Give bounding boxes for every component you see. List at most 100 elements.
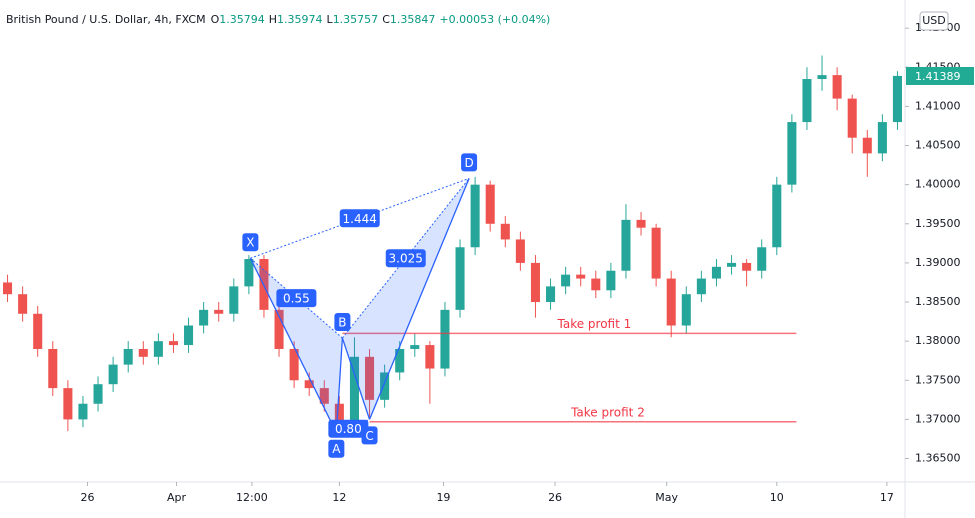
ratio-box [328, 419, 369, 438]
ohlc-key: C [382, 13, 390, 26]
candle-body [138, 348, 148, 357]
x-tick-label: 12:00 [236, 491, 268, 504]
candle-body [757, 247, 767, 271]
candle-body [63, 388, 73, 420]
candle-body [108, 364, 118, 385]
candle-body [892, 75, 902, 123]
candle-body [817, 75, 827, 80]
candle-body [244, 258, 254, 287]
pattern-leg [335, 337, 344, 433]
symbol-title: British Pound / U.S. Dollar, 4h, FXCM [6, 13, 206, 26]
overlay: 0.55 0.80 3.025 1.444 X A B C D British Pound / U… [6, 13, 550, 458]
candle-body [274, 309, 284, 349]
candle-body [319, 388, 329, 404]
ohlc-value: 1.35794 [219, 13, 265, 26]
candle-body [455, 247, 465, 310]
candle-body [48, 348, 58, 389]
candle-body [334, 403, 344, 428]
x-tick-label: 26 [80, 491, 94, 504]
candle-body [832, 75, 842, 99]
candle-body [184, 325, 194, 346]
candle-body [229, 286, 239, 314]
candle-body [365, 356, 375, 400]
point-box [461, 153, 478, 172]
point-label: D [464, 156, 473, 170]
y-tick-label: 1.37000 [915, 412, 961, 425]
candle-body [485, 184, 495, 224]
x-tick-label: 17 [880, 491, 894, 504]
y-tick-label: 1.39000 [915, 256, 961, 269]
candle-body [500, 223, 510, 240]
candle-body [78, 403, 88, 420]
candle-body [33, 313, 43, 349]
plot-area: Take profit 1 Take profit 2 [3, 55, 902, 436]
candle-body [742, 262, 752, 271]
candle-body [787, 122, 797, 185]
candle-body [440, 309, 450, 369]
y-tick-label: 1.40000 [915, 178, 961, 191]
ratio-label: 3.025 [389, 252, 423, 266]
ratio-label: 0.80 [335, 422, 362, 436]
pattern-leg [249, 257, 337, 433]
candle-body [636, 219, 646, 228]
candle-body [621, 219, 631, 271]
candle-body [711, 266, 721, 279]
ohlc-value: 1.35974 [277, 13, 323, 26]
point-box [242, 233, 259, 252]
last-price-box [906, 66, 974, 85]
candle-body [18, 294, 28, 314]
y-tick-label: 1.38500 [915, 295, 961, 308]
point-box [328, 439, 345, 458]
candle-body [862, 137, 872, 154]
ratio-box [339, 209, 380, 228]
y-tick-label: 1.41000 [915, 99, 961, 112]
candle-body [199, 309, 209, 326]
candle-body [877, 122, 887, 154]
candle-body [123, 348, 133, 365]
candle-body [3, 282, 13, 295]
point-box [334, 313, 351, 332]
candle-body [425, 345, 435, 369]
candle-body [576, 274, 586, 279]
candle-body [153, 341, 163, 357]
candle-body [168, 341, 178, 346]
pattern-fill [342, 178, 470, 420]
x-tick-label: 19 [436, 491, 450, 504]
candle-body [380, 372, 390, 400]
y-tick-label: 1.40500 [915, 139, 961, 152]
x-tick-label: 12 [332, 491, 346, 504]
currency: USD [922, 14, 946, 27]
pattern-leg [368, 178, 470, 420]
ohlc-key: H [269, 13, 277, 26]
take-profit-label: Take profit 2 [570, 405, 645, 419]
y-tick-label: 1.36500 [915, 452, 961, 465]
candle-body [349, 356, 359, 428]
candle-body [591, 278, 601, 291]
last-price: 1.41389 [915, 70, 961, 83]
candle-body [93, 384, 103, 404]
point-label: B [338, 316, 346, 330]
point-label: X [246, 236, 254, 250]
currency-box [919, 11, 949, 31]
candle-body [515, 239, 525, 263]
pattern-fill [250, 258, 343, 433]
point-label: C [365, 429, 373, 443]
candle-body [410, 345, 420, 349]
header: British Pound / U.S. Dollar, 4h, FXCM O1.… [6, 13, 550, 26]
candle-body [530, 262, 540, 303]
axes: 1.36500 1.37000 1.37500 1.38000 1.38500 1.390… [80, 11, 974, 504]
point-box [361, 426, 378, 445]
take-profit-label: Take profit 1 [557, 317, 632, 331]
ratio-label: 1.444 [343, 212, 377, 226]
candle-body [470, 184, 480, 248]
y-tick-label: 1.38000 [915, 334, 961, 347]
candle-body [772, 184, 782, 248]
candle-body [696, 278, 706, 295]
ohlc-key: O [211, 13, 220, 26]
ohlc-value: 1.35847 [390, 13, 436, 26]
candle-body [395, 348, 405, 373]
y-tick-label: 1.39500 [915, 217, 961, 230]
candle-body [561, 274, 571, 287]
candle-body [606, 270, 616, 291]
